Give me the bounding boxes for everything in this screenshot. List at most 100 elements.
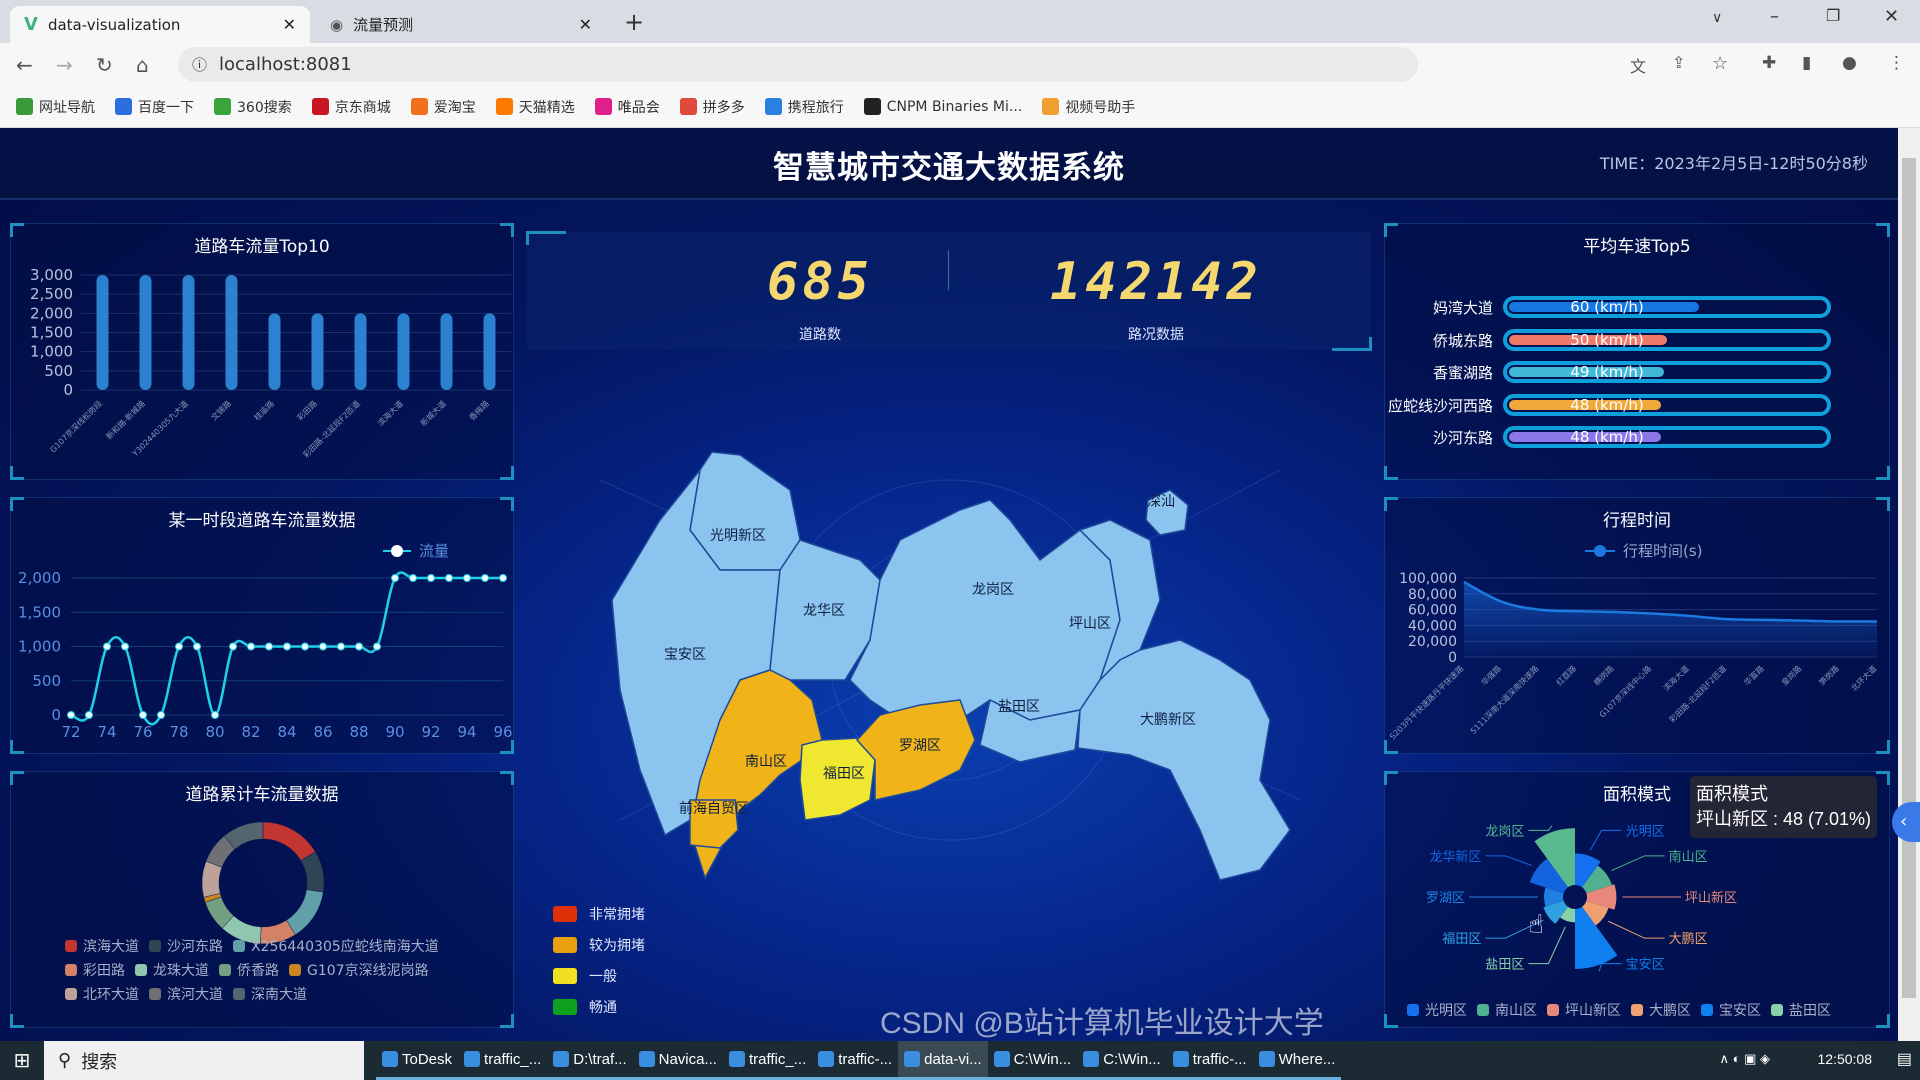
map-legend-item[interactable]: 非常拥堵: [553, 898, 645, 929]
clock-display: TIME：2023年2月5日-12时50分8秒: [1599, 154, 1868, 173]
data-point: [211, 711, 219, 719]
legend-item[interactable]: 龙珠大道: [135, 960, 209, 980]
new-tab-button[interactable]: +: [624, 8, 645, 36]
speed-fill: [1509, 335, 1667, 345]
y-tick-label: 100,000: [1399, 571, 1457, 587]
legend-item[interactable]: X256440305应蛇线南海大道: [233, 936, 439, 956]
bar: [268, 313, 281, 390]
map-region-label: 罗湖区: [899, 738, 941, 754]
forward-icon[interactable]: →: [56, 53, 73, 77]
side-panel-icon[interactable]: ▮: [1802, 53, 1812, 73]
close-window-button[interactable]: ✕: [1884, 6, 1900, 27]
app-label: ToDesk: [402, 1050, 453, 1068]
scrollbar-thumb[interactable]: [1902, 158, 1916, 998]
bookmark-item[interactable]: 网址导航: [16, 97, 95, 117]
map-legend-item[interactable]: 畅通: [553, 991, 645, 1022]
taskbar-app[interactable]: C:\Win...: [1077, 1041, 1167, 1080]
map-legend-item[interactable]: 一般: [553, 960, 645, 991]
tray-icons[interactable]: ∧ ◐ ▣ ◈: [1719, 1051, 1770, 1066]
legend-item[interactable]: 侨香路: [219, 960, 279, 980]
x-tick-label: 红荔路: [1554, 663, 1578, 687]
speed-track: 48 (km/h): [1503, 394, 1831, 416]
taskbar-app[interactable]: traffic-...: [812, 1041, 899, 1080]
bookmark-star-icon[interactable]: ☆: [1712, 53, 1729, 74]
legend-item[interactable]: 北环大道: [65, 984, 139, 1004]
speed-fill: [1509, 432, 1661, 442]
minimize-button[interactable]: –: [1770, 6, 1779, 27]
road-name: 沙河东路: [1432, 429, 1493, 447]
bookmark-item[interactable]: 京东商城: [311, 97, 391, 117]
app-label: data-vi...: [924, 1050, 982, 1068]
legend-item[interactable]: 盐田区: [1771, 1000, 1831, 1020]
taskbar-app[interactable]: ToDesk: [376, 1041, 459, 1080]
close-tab-icon[interactable]: ✕: [282, 15, 296, 34]
map-region-label: 前海自贸区: [679, 800, 749, 817]
legend-swatch: [149, 988, 161, 1000]
collapse-side-button[interactable]: ‹: [1892, 802, 1920, 842]
close-tab-icon[interactable]: ✕: [578, 15, 592, 34]
taskbar-search-box[interactable]: ⚲ 搜索: [44, 1041, 364, 1080]
data-point: [373, 642, 381, 651]
rose-slice: [1575, 906, 1618, 969]
windows-start-icon[interactable]: ⊞: [13, 1050, 31, 1072]
bookmark-item[interactable]: 天猫精选: [495, 97, 575, 117]
legend-swatch: [553, 998, 577, 1015]
bookmark-item[interactable]: 唯品会: [594, 97, 660, 117]
bookmark-item[interactable]: CNPM Binaries Mi...: [863, 98, 1022, 115]
reload-icon[interactable]: ↻: [96, 53, 113, 77]
taskbar-app[interactable]: data-vi...: [898, 1041, 988, 1080]
url-input[interactable]: ⓘ localhost:8081: [178, 47, 1418, 82]
data-point: [445, 574, 453, 582]
share-icon[interactable]: ⇪: [1672, 53, 1686, 72]
speed-value: 49 (km/h): [1570, 363, 1644, 381]
x-tick-label: 78: [169, 723, 188, 741]
legend-item[interactable]: 大鹏区: [1631, 1000, 1691, 1020]
data-point: [103, 642, 111, 651]
legend-item[interactable]: G107京深线泥岗路: [289, 960, 429, 980]
legend-item[interactable]: 深南大道: [233, 984, 307, 1004]
rose-label: 盐田区: [1485, 958, 1524, 973]
extensions-icon[interactable]: ✚: [1762, 53, 1777, 73]
bookmark-item[interactable]: 360搜索: [214, 97, 292, 117]
data-point: [265, 642, 273, 651]
taskbar-app[interactable]: traffic_...: [722, 1041, 813, 1080]
back-icon[interactable]: ←: [16, 53, 33, 77]
legend-item[interactable]: 滨海大道: [65, 936, 139, 956]
bookmark-item[interactable]: 爱淘宝: [410, 97, 476, 117]
legend-item[interactable]: 光明区: [1407, 1000, 1467, 1020]
tab-traffic-forecast[interactable]: ◉ 流量预测 ✕: [316, 6, 606, 43]
page-scrollbar[interactable]: [1898, 128, 1920, 1041]
bookmark-item[interactable]: 拼多多: [679, 97, 745, 117]
map-legend-item[interactable]: 较为拥堵: [553, 929, 645, 960]
legend-swatch: [65, 940, 77, 952]
menu-kebab-icon[interactable]: ⋮: [1888, 53, 1905, 73]
legend-item[interactable]: 彩田路: [65, 960, 125, 980]
bookmark-item[interactable]: 视频号助手: [1042, 97, 1135, 117]
bookmark-icon: [495, 98, 513, 115]
home-icon[interactable]: ⌂: [136, 53, 149, 77]
legend-item[interactable]: 滨河大道: [149, 984, 223, 1004]
taskbar-app[interactable]: Where...: [1252, 1041, 1342, 1080]
taskbar-app[interactable]: C:\Win...: [987, 1041, 1078, 1080]
translate-icon[interactable]: ⽂: [1630, 57, 1647, 76]
tab-search-chevron-icon[interactable]: ∨: [1712, 10, 1723, 26]
taskbar-app[interactable]: traffic-...: [1166, 1041, 1253, 1080]
y-tick-label: 20,000: [1408, 634, 1457, 650]
legend-item[interactable]: 沙河东路: [149, 936, 223, 956]
taskbar-app[interactable]: Navica...: [632, 1041, 723, 1080]
profile-avatar-icon[interactable]: ●: [1842, 53, 1857, 73]
legend-item[interactable]: 坪山新区: [1547, 1000, 1621, 1020]
restore-button[interactable]: ❐: [1826, 6, 1841, 25]
taskbar-app[interactable]: traffic_...: [458, 1041, 548, 1080]
legend-label: G107京深线泥岗路: [307, 963, 429, 979]
bookmark-item[interactable]: 携程旅行: [764, 97, 844, 117]
tab-data-visualization[interactable]: V data-visualization ✕: [10, 6, 310, 43]
taskbar-app[interactable]: D:\traf...: [547, 1041, 633, 1080]
bookmark-item[interactable]: 百度一下: [115, 97, 194, 117]
legend-swatch: [1631, 1004, 1643, 1016]
notification-icon[interactable]: ▤: [1896, 1051, 1912, 1068]
legend-item[interactable]: 南山区: [1477, 1000, 1537, 1020]
legend-item[interactable]: 宝安区: [1701, 1000, 1761, 1020]
legend-label: 较为拥堵: [589, 937, 645, 954]
